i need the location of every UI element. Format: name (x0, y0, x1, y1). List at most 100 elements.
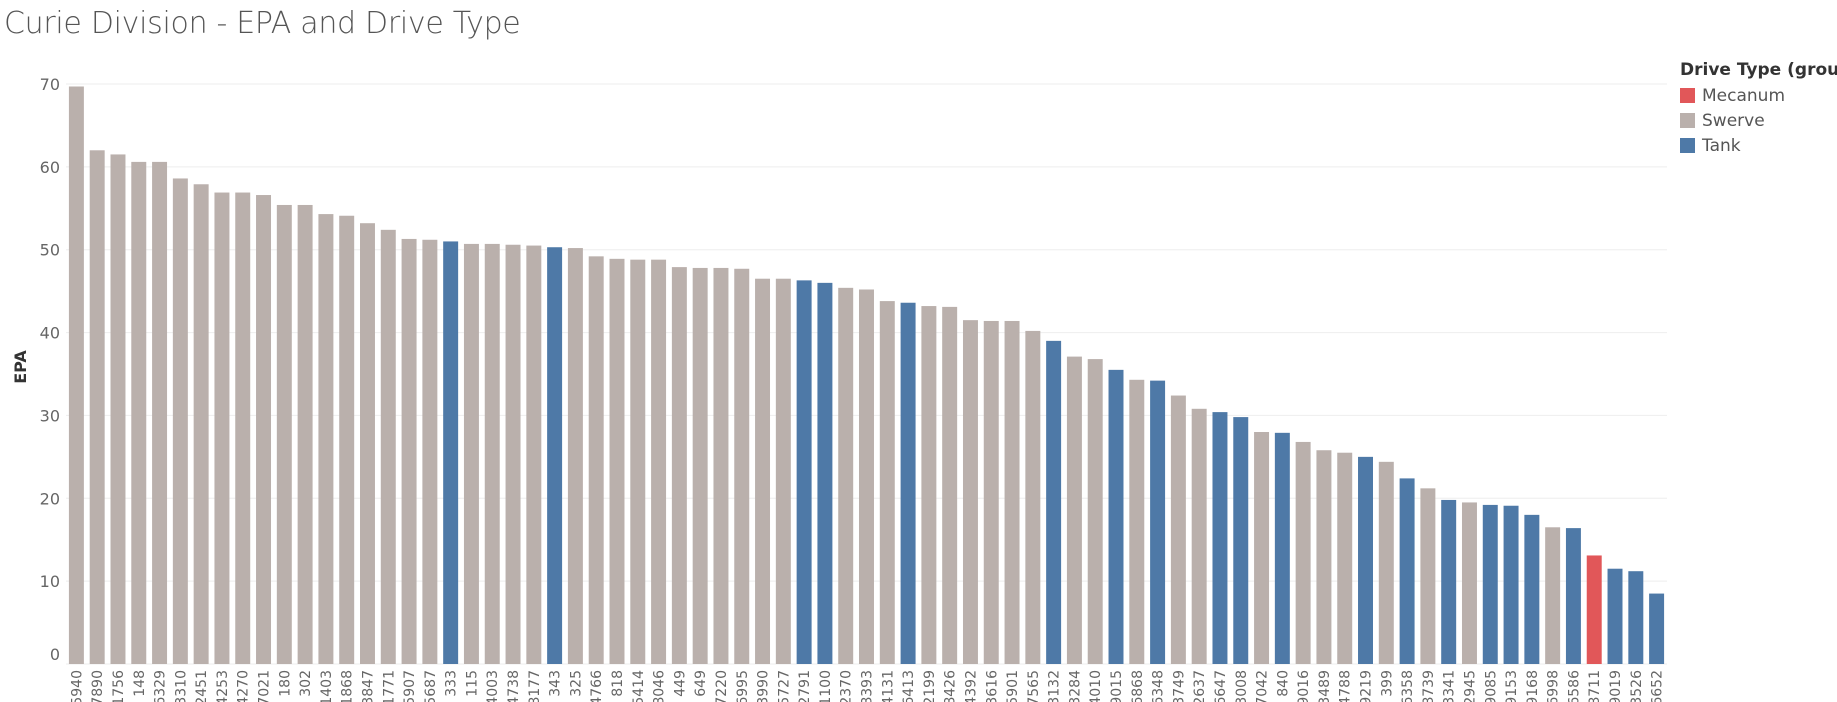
bar-3310[interactable] (172, 178, 188, 664)
bar-1771[interactable] (380, 229, 396, 664)
bar-8177[interactable] (526, 245, 542, 664)
bar-343[interactable] (547, 247, 563, 665)
bar-5901[interactable] (1004, 320, 1020, 664)
x-tick-label: 7565 (1026, 670, 1042, 702)
bar-4270[interactable] (235, 192, 251, 665)
bar-6329[interactable] (152, 161, 168, 664)
bar-3341[interactable] (1441, 499, 1457, 664)
x-tick-label: 2370 (839, 670, 855, 702)
bar-2199[interactable] (921, 306, 937, 664)
bar-148[interactable] (131, 161, 147, 664)
x-tick-label: 4788 (1338, 670, 1354, 702)
bar-7021[interactable] (256, 195, 272, 664)
x-tick-label: 8046 (652, 670, 668, 702)
bar-9015[interactable] (1108, 369, 1124, 664)
bar-3008[interactable] (1233, 417, 1249, 664)
bar-1868[interactable] (339, 215, 355, 665)
bar-9085[interactable] (1482, 504, 1498, 664)
bar-5940[interactable] (68, 86, 84, 665)
bar-6998[interactable] (1545, 527, 1561, 664)
bar-333[interactable] (443, 241, 459, 664)
bar-840[interactable] (1274, 432, 1290, 664)
bar-8739[interactable] (1420, 488, 1436, 664)
bar-1756[interactable] (110, 154, 126, 664)
bar-3847[interactable] (360, 223, 375, 664)
bar-9016[interactable] (1295, 441, 1311, 664)
bar-7042[interactable] (1254, 432, 1270, 664)
bar-4738[interactable] (505, 244, 521, 665)
bar-325[interactable] (567, 248, 583, 664)
x-tick-label: 4270 (236, 670, 252, 702)
bar-4003[interactable] (484, 243, 500, 664)
bar-4788[interactable] (1337, 452, 1353, 664)
bar-3616[interactable] (983, 320, 999, 664)
bar-2945[interactable] (1461, 502, 1477, 664)
x-tick-label: 1868 (340, 670, 356, 702)
bar-302[interactable] (297, 204, 313, 664)
bar-9219[interactable] (1358, 456, 1373, 664)
bar-6348[interactable] (1150, 380, 1166, 664)
bar-3284[interactable] (1066, 356, 1082, 664)
bar-818[interactable] (609, 258, 625, 664)
bar-8393[interactable] (859, 289, 874, 664)
bar-180[interactable] (276, 204, 292, 664)
legend-item-mecanum[interactable]: Mecanum (1680, 83, 1837, 108)
bar-3489[interactable] (1316, 450, 1332, 664)
bar-5687[interactable] (422, 239, 438, 664)
bar-115[interactable] (463, 243, 479, 664)
bar-2791[interactable] (796, 280, 812, 664)
bar-6868[interactable] (1129, 379, 1145, 664)
x-tick-label: 3008 (1234, 670, 1250, 702)
x-tick-label: 649 (693, 670, 709, 697)
legend: Drive Type (group) Mecanum Swerve Tank (1680, 60, 1837, 158)
bar-4131[interactable] (879, 301, 895, 664)
bar-6995[interactable] (734, 268, 750, 664)
bar-2451[interactable] (193, 184, 209, 664)
x-tick-label: 399 (1379, 670, 1395, 697)
bar-399[interactable] (1378, 461, 1394, 664)
bar-3990[interactable] (755, 278, 771, 664)
bar-6647[interactable] (1212, 412, 1228, 664)
bar-1100[interactable] (817, 282, 833, 664)
bar-2370[interactable] (838, 287, 854, 664)
bar-6586[interactable] (1565, 528, 1581, 664)
bar-8046[interactable] (651, 259, 667, 664)
y-tick-label: 40 (40, 324, 60, 343)
bar-3749[interactable] (1170, 395, 1186, 664)
bar-8711[interactable] (1586, 555, 1602, 664)
x-tick-label: 333 (444, 670, 460, 697)
bar-5907[interactable] (401, 238, 417, 664)
bar-6652[interactable] (1649, 593, 1665, 664)
bar-9019[interactable] (1607, 568, 1623, 664)
x-tick-label: 5940 (69, 670, 85, 702)
bar-649[interactable] (692, 267, 708, 664)
bar-8426[interactable] (942, 306, 958, 664)
x-tick-label: 9168 (1525, 670, 1541, 702)
bar-4392[interactable] (962, 320, 978, 664)
x-tick-label: 3310 (173, 670, 189, 702)
bar-7565[interactable] (1025, 330, 1041, 664)
bar-5414[interactable] (630, 259, 646, 664)
legend-item-tank[interactable]: Tank (1680, 133, 1837, 158)
x-tick-label: 3847 (360, 670, 376, 702)
x-tick-label: 3284 (1067, 670, 1083, 702)
bar-9153[interactable] (1503, 505, 1519, 664)
bar-7890[interactable] (89, 150, 105, 665)
bar-449[interactable] (671, 267, 687, 664)
x-tick-label: 180 (277, 670, 293, 697)
bar-4766[interactable] (588, 256, 604, 664)
bar-7220[interactable] (713, 267, 729, 664)
bar-4253[interactable] (214, 192, 230, 665)
bar-3526[interactable] (1628, 571, 1644, 664)
bar-2637[interactable] (1191, 408, 1207, 664)
x-tick-label: 4003 (485, 670, 501, 702)
x-tick-label: 3132 (1047, 670, 1063, 702)
bar-6358[interactable] (1399, 478, 1415, 664)
bar-4010[interactable] (1087, 359, 1103, 664)
bar-3132[interactable] (1046, 340, 1062, 664)
bar-5727[interactable] (775, 278, 791, 664)
bar-6413[interactable] (900, 302, 916, 664)
bar-9168[interactable] (1524, 514, 1540, 664)
bar-1403[interactable] (318, 214, 334, 664)
legend-item-swerve[interactable]: Swerve (1680, 108, 1837, 133)
